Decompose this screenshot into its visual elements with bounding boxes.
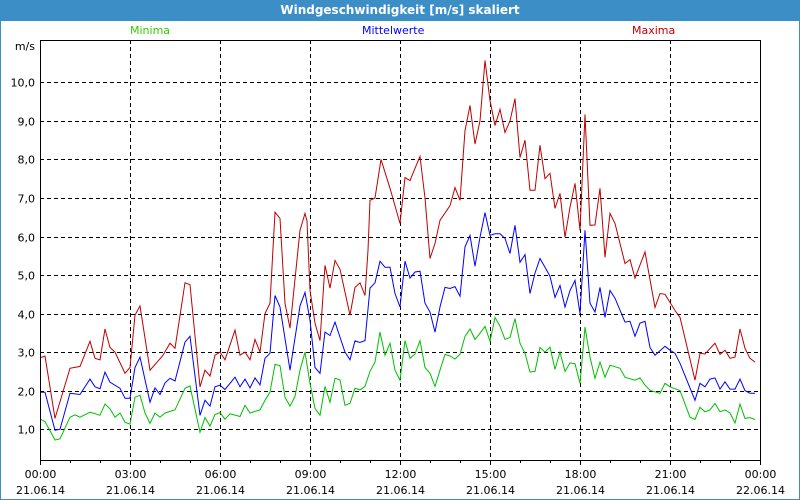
y-tick-label: 8,0 [18,154,36,167]
x-tick-time: 00:00 [25,468,57,481]
x-tick-time: 03:00 [115,468,147,481]
x-tick-date: 21.06.14 [466,484,515,497]
y-tick-label: 1,0 [18,424,36,437]
x-tick-time: 18:00 [565,468,597,481]
legend-maxima: Maxima [632,24,676,37]
x-tick-time: 00:00 [745,468,777,481]
y-tick-label: 9,0 [18,116,36,129]
legend-minima: Minima [130,24,171,37]
y-tick-label: 2,0 [18,386,36,399]
x-tick-time: 06:00 [205,468,237,481]
y-tick-label: 7,0 [18,193,36,206]
y-tick-label: 5,0 [18,270,36,283]
y-tick-label: 3,0 [18,347,36,360]
x-tick-date: 21.06.14 [646,484,695,497]
x-tick-time: 21:00 [655,468,687,481]
legend-mittelwerte: Mittelwerte [362,24,425,37]
x-tick-date: 21.06.14 [556,484,605,497]
x-tick-date: 21.06.14 [286,484,335,497]
y-tick-label: 10,0 [11,77,36,90]
y-tick-label: 6,0 [18,232,36,245]
series-line-mittelwerte [40,212,755,431]
y-axis-unit: m/s [15,40,35,53]
y-tick-label: 4,0 [18,309,36,322]
series-line-minima [39,315,756,441]
x-tick-date: 21.06.14 [196,484,245,497]
x-tick-time: 09:00 [295,468,327,481]
x-tick-date: 21.06.14 [16,484,65,497]
x-tick-time: 12:00 [385,468,417,481]
x-tick-date: 22.06.14 [736,484,785,497]
window-title: Windgeschwindigkeit [m/s] skaliert [0,0,800,21]
x-tick-time: 15:00 [475,468,507,481]
series-line-maxima [39,60,756,419]
plot-frame [40,40,761,461]
x-tick-date: 21.06.14 [106,484,155,497]
x-tick-date: 21.06.14 [376,484,425,497]
